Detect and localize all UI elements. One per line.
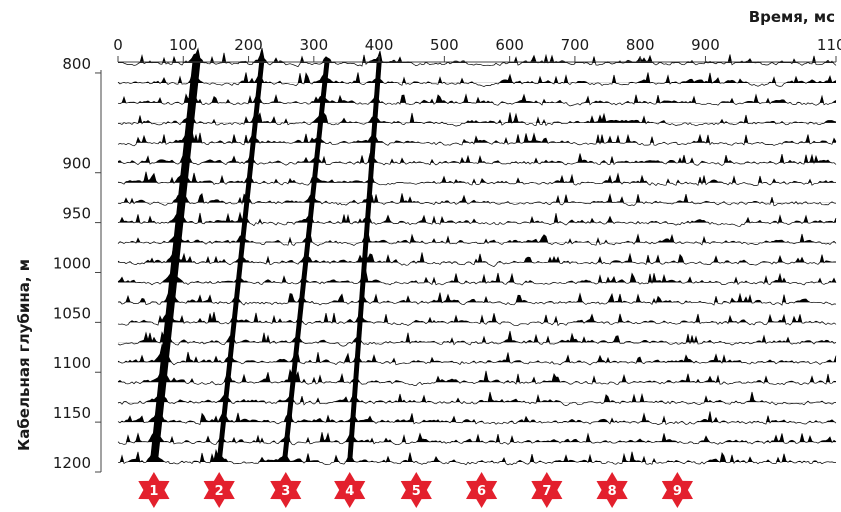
y-tick-label: 1000 — [53, 254, 91, 272]
x-axis: 0 100 200 300 400 500 600 700 800 900 1100 Время, … — [113, 8, 841, 63]
event-group — [149, 59, 382, 463]
y-tick-label: 900 — [62, 155, 91, 173]
trace-fill — [118, 171, 836, 183]
seismic-trace — [117, 112, 837, 127]
trace-fill — [118, 448, 836, 463]
trace-fill — [118, 310, 836, 323]
seismic-trace — [117, 447, 836, 466]
wave-event-band — [347, 59, 382, 463]
seismic-trace — [117, 89, 837, 107]
seismic-trace — [117, 330, 837, 347]
seismic-trace — [117, 211, 837, 227]
trace-fill — [118, 330, 836, 343]
y-tick-label: 950 — [62, 205, 91, 223]
event-marker-label: 5 — [412, 484, 421, 499]
seismic-trace — [117, 231, 837, 247]
seismic-trace — [117, 428, 837, 446]
trace-fill — [118, 270, 836, 283]
event-marker-star — [596, 472, 628, 508]
event-marker-star — [466, 472, 498, 508]
event-marker-label: 6 — [477, 484, 486, 499]
trace-fill — [118, 232, 836, 243]
event-marker-star — [400, 472, 432, 508]
x-tick-label: 200 — [234, 36, 263, 54]
y-tick-label: 1100 — [53, 354, 91, 372]
wave-event-band — [149, 59, 201, 463]
trace-fill — [118, 125, 836, 143]
x-tick-label: 600 — [495, 36, 524, 54]
y-tick-label: 1200 — [53, 454, 91, 472]
seismic-trace — [117, 72, 837, 87]
trace-fill — [118, 367, 836, 383]
x-tick-label: 0 — [113, 36, 123, 54]
trace-fill — [118, 391, 836, 403]
trace-fill — [118, 344, 836, 363]
trace-group — [117, 47, 837, 466]
y-tick-label: 1150 — [53, 404, 91, 422]
y-tick-label: 1050 — [53, 304, 91, 322]
event-marker-label: 7 — [542, 484, 551, 499]
event-marker-label: 3 — [281, 484, 290, 499]
x-tick-label: 700 — [561, 36, 590, 54]
trace-fill — [118, 193, 836, 203]
x-tick-label: 1100 — [817, 36, 841, 54]
seismic-trace — [117, 310, 837, 327]
event-marker-star — [661, 472, 693, 508]
seismic-trace — [117, 270, 837, 286]
x-axis-title: Время, мс — [749, 8, 835, 26]
event-marker-label: 1 — [149, 484, 158, 499]
x-tick-label: 100 — [169, 36, 198, 54]
trace-fill — [118, 428, 836, 443]
trace-fill — [118, 244, 836, 263]
event-marker-star — [138, 472, 170, 508]
x-tick-label: 400 — [365, 36, 394, 54]
trace-fill — [118, 291, 836, 303]
seismic-trace — [117, 244, 836, 268]
x-tick-label: 300 — [299, 36, 328, 54]
seismic-trace — [118, 47, 837, 68]
x-tick-label: 800 — [626, 36, 655, 54]
event-marker-label: 2 — [215, 484, 224, 499]
y-axis-title: Кабельная глубина, м — [15, 259, 33, 451]
trace-fill — [118, 91, 836, 103]
y-axis: 800 900 950 1000 1050 1100 1150 1200 Кабельная … — [15, 55, 102, 473]
x-tick-label: 500 — [430, 36, 459, 54]
wave-event-band — [281, 59, 330, 463]
event-marker-label: 8 — [608, 484, 617, 499]
event-marker-star — [203, 472, 235, 508]
event-marker-star — [270, 472, 302, 508]
seismic-trace — [117, 291, 837, 306]
x-tick-label: 900 — [691, 36, 720, 54]
marker-group: 1 2 3 4 5 6 7 8 9 — [138, 472, 693, 508]
event-marker-label: 4 — [345, 484, 354, 499]
y-tick-label: 800 — [62, 55, 91, 73]
trace-fill — [118, 72, 836, 83]
seismic-trace — [117, 152, 837, 166]
event-marker-label: 9 — [673, 484, 682, 499]
wave-event-band — [216, 59, 265, 463]
seismic-trace — [117, 192, 837, 207]
event-marker-star — [334, 472, 366, 508]
seismic-trace — [117, 171, 837, 187]
seismic-trace — [117, 125, 837, 147]
event-marker-star — [531, 472, 563, 508]
